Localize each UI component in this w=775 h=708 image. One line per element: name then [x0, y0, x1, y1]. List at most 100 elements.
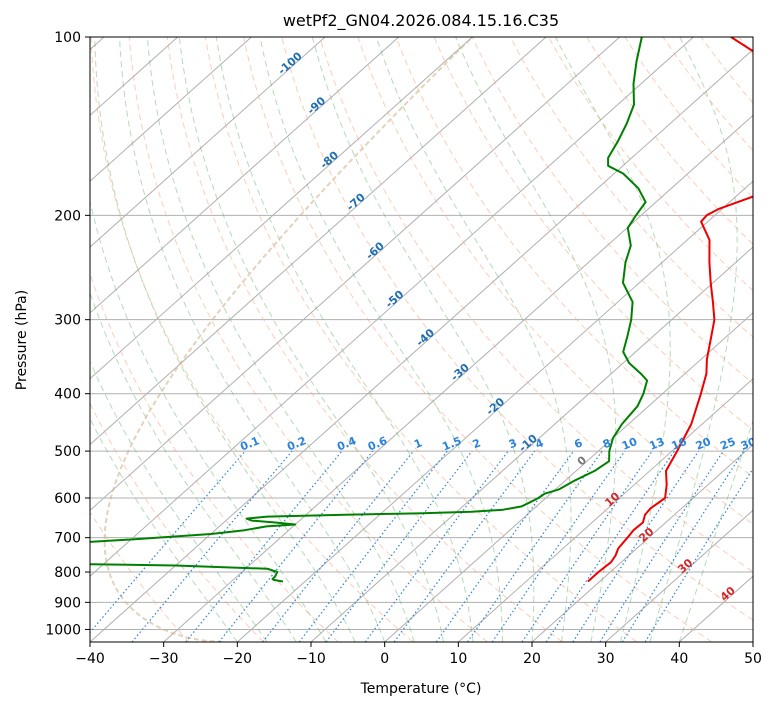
lifted-parcel-curve: [103, 37, 474, 642]
dry-adiabat-10: [128, 37, 488, 642]
x-tick-label: −30: [149, 651, 179, 667]
moist-adiabat-28: [455, 37, 617, 642]
dry-adiabat-170: [738, 37, 753, 56]
chart-title: wetPf2_GN04.2026.084.15.16.C35: [283, 11, 559, 31]
isotherm--100: [90, 37, 326, 248]
dry-adiabat-label: -30: [448, 361, 472, 384]
mixing-ratio-20: [572, 450, 700, 642]
x-tick-label: −40: [75, 651, 105, 667]
moist-adiabat-0: [119, 37, 386, 642]
mixing-ratio-0.6: [218, 450, 374, 642]
x-tick-label: −20: [223, 651, 253, 667]
y-tick-label: 700: [54, 531, 81, 547]
dry-adiabat-70: [357, 37, 753, 525]
moist-adiabat--16: [90, 359, 268, 642]
dry-adiabat-100: [471, 37, 753, 385]
dew-point-profile: [90, 37, 649, 583]
moist-adiabat-4: [146, 37, 415, 642]
isotherm--20: [237, 180, 753, 642]
dry-adiabat-20: [166, 37, 563, 642]
mixing-ratio-lines: [90, 450, 753, 642]
x-axis: −40 −30 −20 −10 0 10 20 30 40 50: [75, 642, 762, 667]
mixing-ratio-label: 10: [620, 435, 639, 453]
background-grid: [90, 37, 753, 642]
mixing-ratio-label: 3: [507, 436, 519, 451]
dry-adiabat-label: -70: [344, 191, 368, 214]
dry-adiabat-label: -20: [484, 395, 508, 418]
mixing-ratio-3: [364, 450, 509, 642]
x-tick-label: 10: [449, 651, 467, 667]
mixing-ratio-1: [262, 450, 414, 642]
isotherm-30: [605, 509, 753, 642]
mixing-ratio-label: 30: [739, 435, 758, 453]
y-tick-label: 500: [54, 444, 81, 460]
moist-adiabat--20: [90, 417, 238, 642]
y-tick-label: 1000: [45, 622, 81, 638]
plot-frame: [89, 36, 754, 643]
dry-adiabat-label: 20: [636, 525, 656, 545]
x-tick-label: −10: [296, 651, 326, 667]
dry-adiabat-label: 40: [718, 584, 738, 604]
y-tick-label: 200: [54, 208, 81, 224]
dry-adiabat-140: [624, 37, 753, 199]
mixing-ratio-label: 36: [760, 435, 775, 453]
isotherm--40: [90, 48, 753, 642]
y-tick-label: 300: [54, 313, 81, 329]
isotherm--70: [90, 37, 547, 446]
isotherm--110: [90, 37, 252, 182]
dry-adiabat-130: [586, 37, 753, 245]
isopleth-labels: -100-90-80-70-60-50-40-30-20-10010203040…: [238, 49, 775, 604]
isotherm--50: [90, 37, 694, 577]
y-tick-label: 100: [54, 30, 81, 46]
mixing-ratio-16: [545, 450, 675, 642]
mixing-ratio-6: [435, 450, 575, 642]
moist-adiabat-40: [678, 419, 753, 642]
dry-adiabat-40: [243, 37, 712, 642]
temperature-profile: [587, 37, 753, 583]
mixing-ratio-label: 13: [647, 435, 666, 453]
dry-adiabat-80: [395, 37, 753, 478]
mixing-ratio-label: 2: [471, 436, 483, 451]
dry-adiabat-label: -40: [414, 326, 438, 349]
moist-adiabat-16: [259, 37, 503, 642]
moist-adiabat-12: [215, 37, 474, 642]
y-axis: 100 200 300 400 500 600 700 800 900 1000: [45, 30, 90, 638]
mixing-ratio-label: 16: [669, 435, 688, 453]
moist-adiabat-32: [555, 37, 671, 642]
y-axis-title: Pressure (hPa): [14, 290, 30, 390]
y-tick-label: 900: [54, 595, 81, 611]
isotherm--30: [163, 114, 753, 642]
isotherm-0: [384, 312, 753, 642]
dry-adiabat-160: [700, 37, 753, 104]
mixing-ratio-13: [521, 450, 653, 642]
moist-adiabat-20: [311, 37, 535, 642]
y-tick-label: 400: [54, 387, 81, 403]
mixing-ratio-0.4: [185, 450, 343, 642]
moist-adiabats: [90, 37, 753, 642]
dry-adiabat--10: [90, 272, 339, 642]
mixing-ratio-1.5: [298, 450, 448, 642]
dry-adiabat-90: [433, 37, 753, 431]
mixing-ratio-8: [467, 450, 603, 642]
y-tick-label: 600: [54, 491, 81, 507]
mixing-ratio-2: [325, 450, 473, 642]
dry-adiabat-50: [281, 37, 753, 621]
dry-adiabat-120: [548, 37, 753, 292]
x-tick-label: 30: [597, 651, 615, 667]
mixing-ratio-25: [599, 450, 724, 642]
dry-adiabat--30: [90, 511, 190, 642]
mixing-ratio-4: [393, 450, 536, 642]
x-tick-label: 20: [523, 651, 541, 667]
dry-adiabat-150: [662, 37, 753, 152]
mixing-ratio-label: 4: [533, 436, 545, 451]
isotherm-40: [679, 575, 753, 642]
dry-adiabat-label: 10: [602, 489, 622, 509]
dry-adiabat-label: -100: [275, 49, 304, 77]
y-tick-label: 800: [54, 565, 81, 581]
mixing-ratio-10: [491, 450, 626, 642]
x-tick-label: 50: [744, 651, 762, 667]
x-tick-label: 40: [670, 651, 688, 667]
mixing-ratio-label: 6: [572, 436, 584, 451]
mixing-ratio-label: 1: [412, 436, 424, 451]
